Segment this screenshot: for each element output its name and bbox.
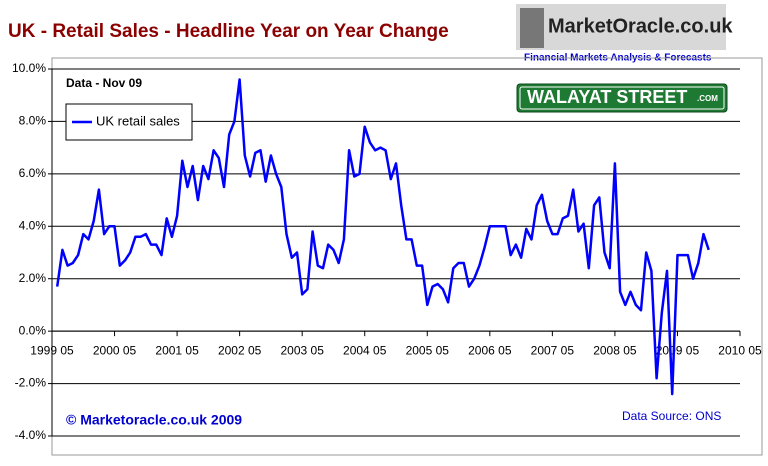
site-logo: MarketOracle.co.uk Financial Markets Ana…: [516, 4, 733, 64]
x-tick-label: 2009 05: [656, 343, 700, 357]
x-tick-label: 2007 05: [531, 343, 575, 357]
x-tick-label: 2008 05: [593, 343, 637, 357]
logo-box: [516, 4, 726, 50]
sign-suffix: .COM: [697, 94, 718, 103]
y-tick-label: 2.0%: [19, 271, 47, 285]
sign: WALAYAT STREET .COM: [516, 83, 728, 113]
x-tick-label: 2001 05: [155, 343, 199, 357]
copyright: © Marketoracle.co.uk 2009: [66, 412, 242, 428]
legend: UK retail sales: [65, 103, 193, 141]
x-tick-label: 2000 05: [93, 343, 137, 357]
y-tick-label: 8.0%: [19, 114, 47, 128]
legend-label: UK retail sales: [96, 113, 180, 128]
x-tick-label: 1999 05: [30, 343, 74, 357]
source-note: Data Source: ONS: [622, 409, 721, 423]
sign-text: WALAYAT STREET: [527, 87, 687, 107]
y-tick-label: -4.0%: [15, 428, 47, 442]
y-tick-label: -2.0%: [15, 376, 47, 390]
chart-title: UK - Retail Sales - Headline Year on Yea…: [8, 21, 449, 42]
x-tick-label: 2005 05: [406, 343, 450, 357]
x-tick-label: 2004 05: [343, 343, 387, 357]
logo-text: MarketOracle.co.uk: [548, 15, 733, 37]
y-tick-label: 6.0%: [19, 166, 47, 180]
data-note: Data - Nov 09: [66, 76, 142, 90]
y-tick-label: 4.0%: [19, 218, 47, 232]
sign-box: [516, 83, 728, 113]
x-tick-label: 2010 05: [718, 343, 762, 357]
x-tick-label: 2003 05: [280, 343, 324, 357]
x-tick-label: 2002 05: [218, 343, 262, 357]
y-tick-label: 0.0%: [19, 323, 47, 337]
sign-border: [519, 86, 725, 110]
y-tick-label: 10.0%: [12, 61, 46, 75]
logo-figure: [520, 8, 544, 48]
series-line: [55, 78, 710, 396]
x-tick-label: 2006 05: [468, 343, 512, 357]
